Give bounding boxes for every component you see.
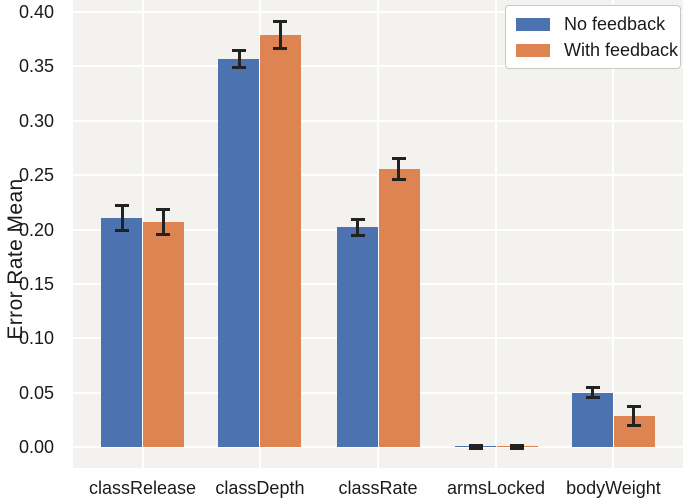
bar-with-feedback — [143, 222, 185, 448]
x-tick-label: classRate — [338, 478, 418, 498]
legend: No feedback With feedback — [505, 5, 681, 69]
y-tick-label: 0.15 — [18, 274, 54, 295]
x-tick-label: classDepth — [215, 478, 305, 498]
plot-area — [73, 0, 683, 468]
error-bar-line — [278, 22, 282, 48]
error-bar — [391, 156, 406, 181]
bar-with-feedback — [378, 168, 420, 448]
y-tick-label: 0.05 — [18, 382, 54, 403]
bar-no-feedback — [218, 58, 260, 448]
error-bar — [115, 203, 130, 232]
error-bar-line — [237, 51, 241, 66]
error-bar-line — [632, 407, 636, 424]
bar-no-feedback — [101, 217, 143, 448]
error-bar-line — [397, 159, 400, 178]
error-bar — [626, 404, 641, 427]
x-tick-label: classRelease — [89, 478, 197, 498]
x-tick-label: armsLocked — [447, 478, 546, 498]
error-bar — [585, 386, 600, 400]
error-bar-line — [120, 206, 124, 229]
y-tick-label: 0.40 — [18, 1, 54, 22]
error-bar — [273, 19, 288, 51]
legend-label-with-feedback: With feedback — [564, 40, 679, 60]
y-tick-label: 0.10 — [18, 328, 54, 349]
x-gridline — [377, 0, 379, 468]
legend-swatch-with-feedback — [516, 43, 550, 57]
y-tick-label: 0.30 — [18, 110, 54, 131]
error-bar-line — [356, 220, 359, 235]
x-gridline — [141, 0, 144, 468]
error-bar-line — [161, 210, 165, 234]
y-tick-label: 0.20 — [18, 219, 54, 240]
error-bar — [350, 217, 365, 238]
x-tick-label: bodyWeight — [566, 478, 661, 498]
error-bar — [468, 444, 483, 451]
y-tick-label: 0.35 — [18, 56, 54, 77]
bar-no-feedback — [336, 227, 378, 448]
x-gridline — [258, 0, 261, 468]
bar-no-feedback — [571, 392, 613, 448]
legend-label-no-feedback: No feedback — [564, 14, 666, 34]
legend-swatch-no-feedback — [516, 17, 550, 31]
error-bar — [232, 48, 247, 69]
legend-item-with-feedback: With feedback — [516, 40, 678, 60]
x-gridline — [612, 0, 615, 468]
y-axis-label: Error Rate Mean — [4, 178, 27, 340]
error-bar-line — [591, 389, 595, 397]
x-gridline — [495, 0, 498, 468]
y-tick-label: 0.00 — [18, 437, 54, 458]
error-bar — [509, 444, 524, 451]
error-bar — [156, 207, 171, 237]
legend-item-no-feedback: No feedback — [516, 14, 670, 34]
y-tick-label: 0.25 — [18, 165, 54, 186]
bar-with-feedback — [260, 34, 302, 448]
